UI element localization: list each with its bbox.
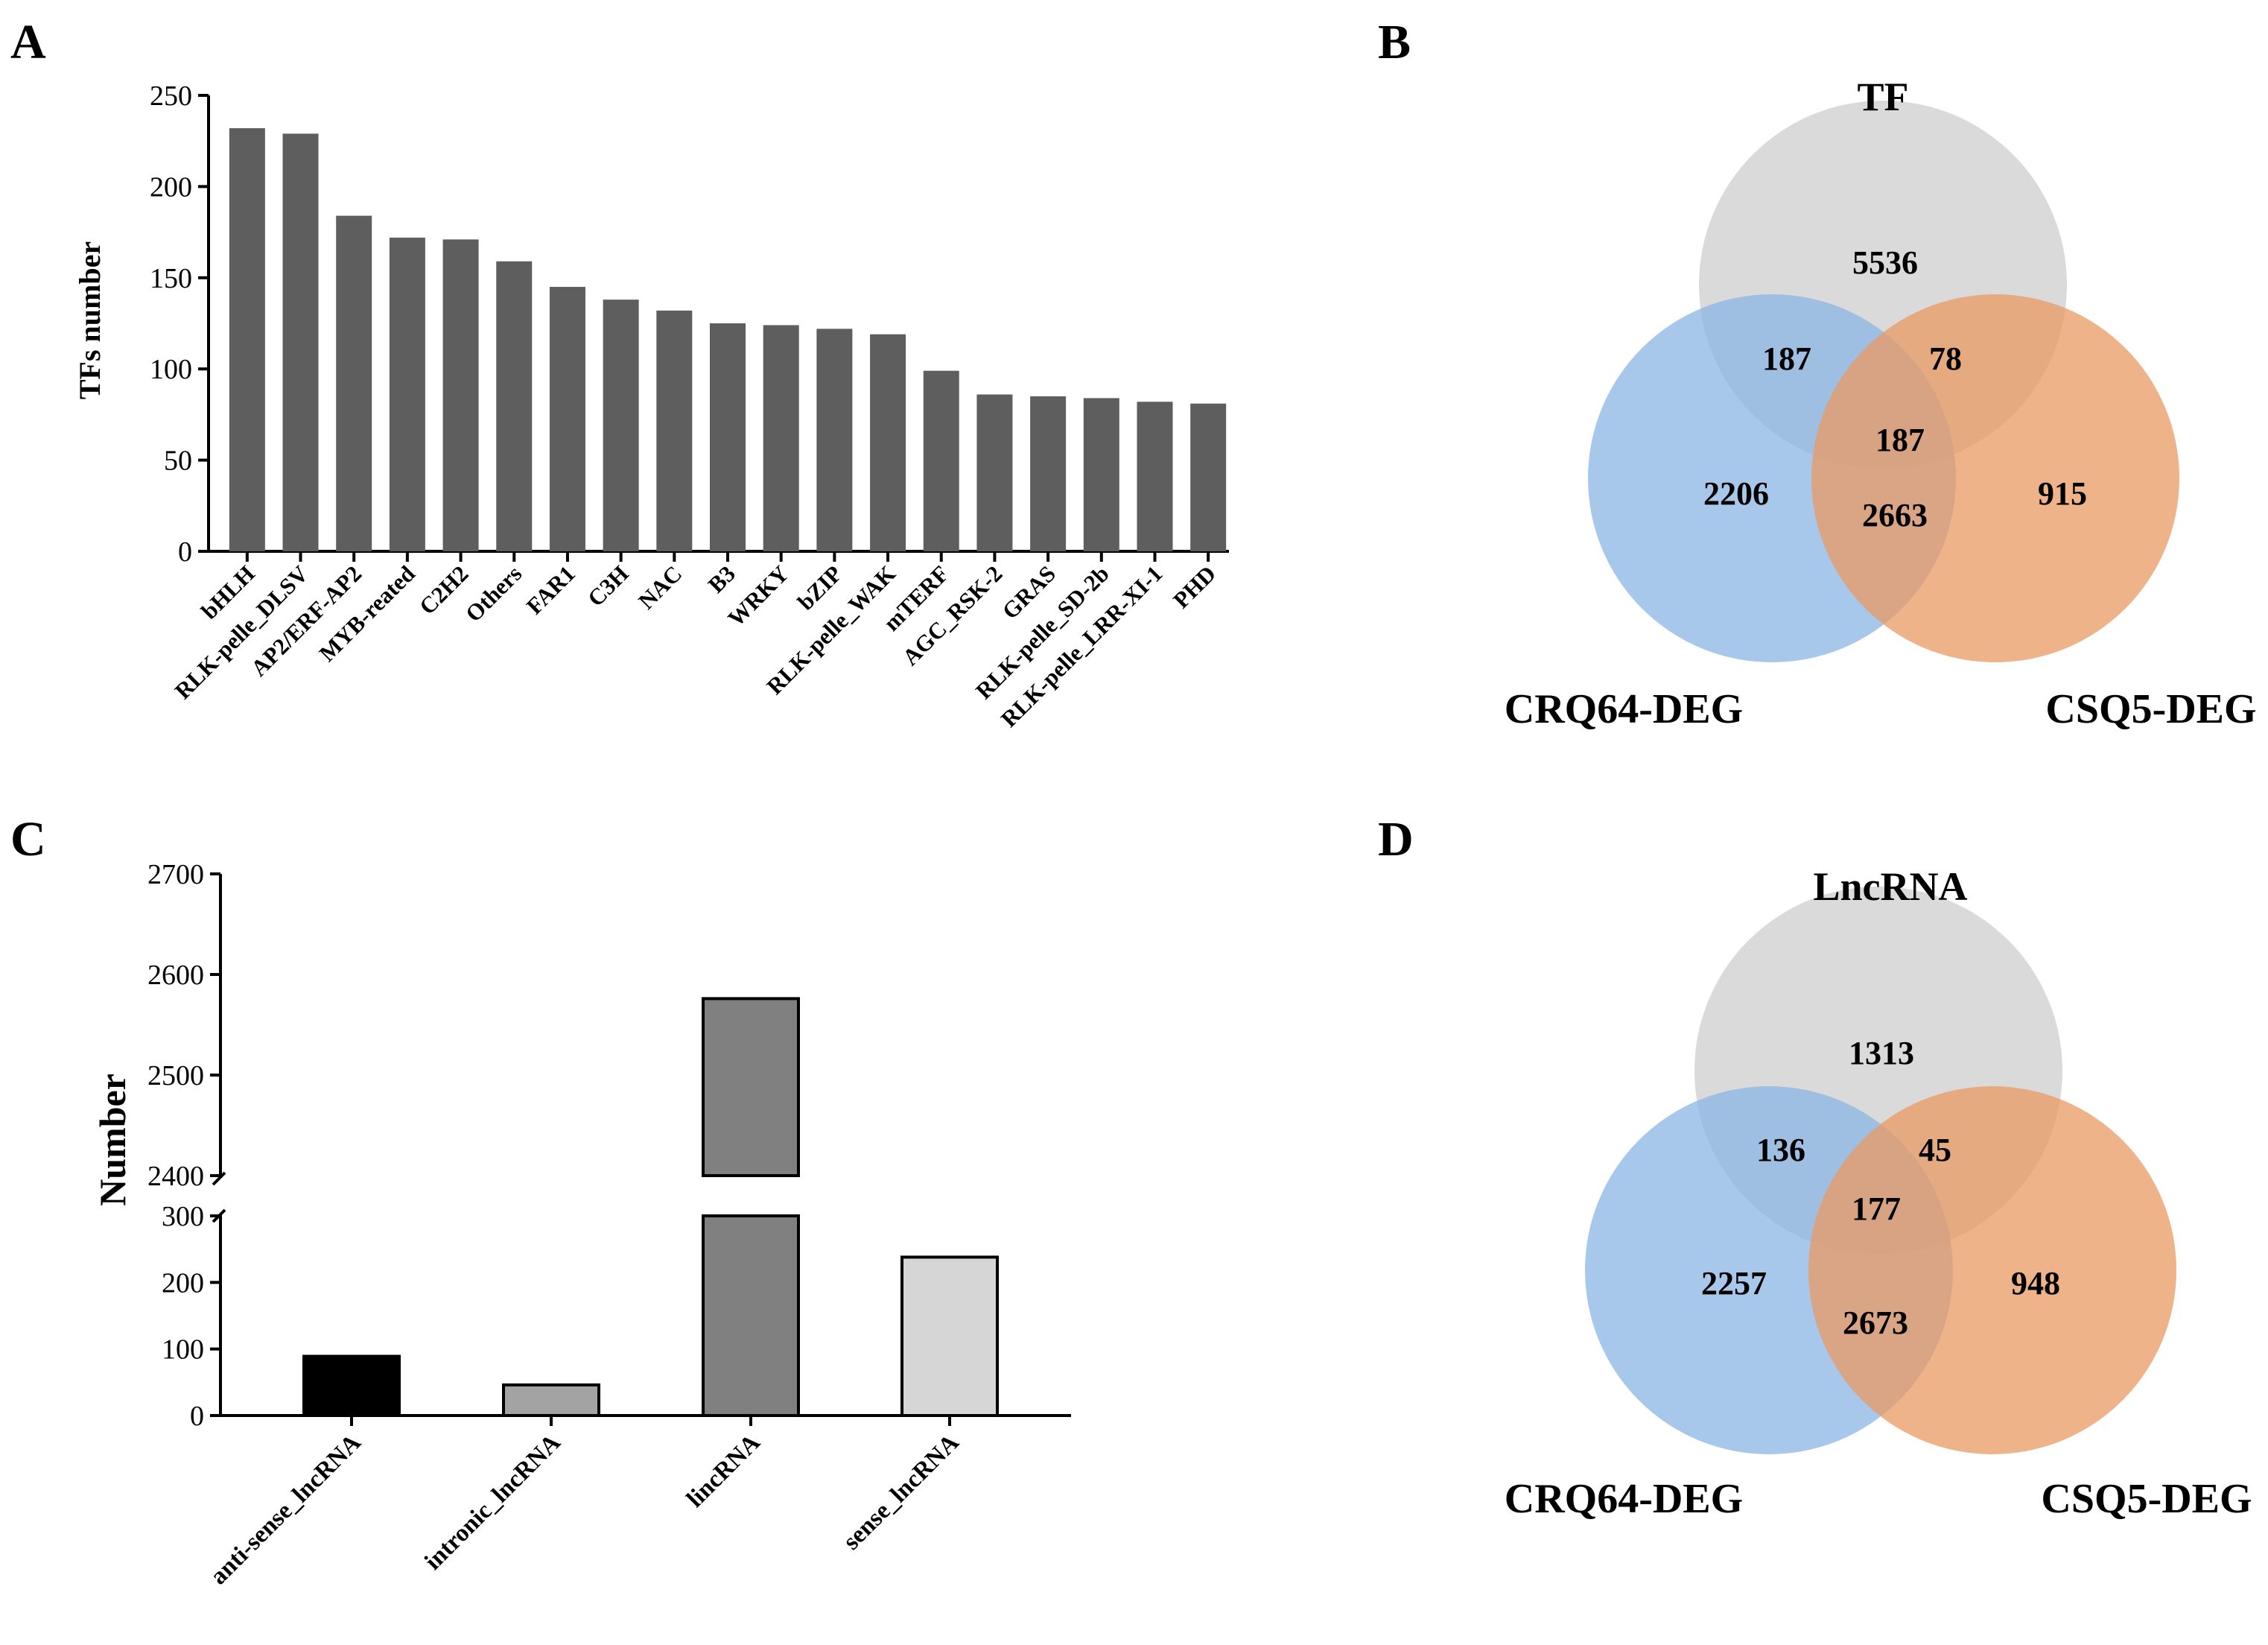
chart-c-ylabel: Number — [92, 1074, 133, 1206]
chart-a-category-label: C3H — [582, 560, 634, 612]
venn-d-crq-only: 2257 — [1701, 1265, 1767, 1302]
chart-c-bar — [900, 1255, 999, 1418]
chart-a-ytick-label: 100 — [150, 354, 192, 385]
venn-b-crq-csq: 2663 — [1862, 497, 1928, 533]
venn-d-tf-crq: 136 — [1756, 1132, 1805, 1168]
chart-c-bar — [702, 1214, 800, 1417]
venn-d-csq-only: 948 — [2011, 1265, 2060, 1302]
chart-c-ytick-label: 200 — [162, 1267, 204, 1299]
chart-a-category-label: NAC — [633, 560, 687, 614]
chart-c-category-label: lincRNA — [682, 1429, 765, 1512]
chart-a-bar — [1083, 398, 1119, 551]
chart-c-category-label: intronic_lncRNA — [420, 1429, 566, 1575]
chart-a-bar — [816, 329, 853, 551]
venn-b: TF 5536 187 78 187 2206 2663 915 CRQ64-D… — [1505, 75, 2257, 732]
chart-c-ytick-label: 2600 — [147, 960, 204, 991]
chart-c-ytick-label: 300 — [162, 1201, 204, 1232]
chart-a-category-label: Others — [460, 560, 527, 627]
chart-a-bar — [229, 128, 265, 552]
chart-a-bar — [549, 287, 585, 551]
panel-letter-b: B — [1378, 15, 1411, 69]
chart-a-bar — [923, 370, 959, 551]
venn-b-tf-crq: 187 — [1762, 340, 1811, 377]
chart-c-ytick-label: 100 — [162, 1334, 204, 1366]
panel-letter-a: A — [10, 15, 46, 69]
venn-b-tf-only: 5536 — [1852, 244, 1918, 281]
venn-b-circle-csq5 — [1811, 294, 2179, 662]
chart-c-bar — [302, 1354, 401, 1417]
chart-a-ytick-label: 200 — [150, 171, 192, 203]
chart-a-category-label: WRKY — [722, 560, 793, 631]
venn-b-all: 187 — [1875, 422, 1925, 458]
chart-c-bar-upper — [702, 997, 800, 1178]
chart-a-bar — [496, 261, 533, 551]
venn-d-title: LncRNA — [1813, 864, 1967, 909]
venn-d-set-csq5: CSQ5-DEG — [2041, 1476, 2252, 1522]
chart-a: TFs number 050100150200250bHLHRLK-pelle_… — [73, 80, 1229, 732]
venn-d-all: 177 — [1852, 1191, 1901, 1227]
chart-a-ytick-label: 50 — [164, 446, 192, 477]
chart-c-category-label: sense_lncRNA — [838, 1429, 964, 1555]
chart-a-category-label: B3 — [703, 560, 740, 598]
chart-a-category-label: PHD — [1168, 560, 1221, 613]
chart-a-ytick-label: 150 — [150, 263, 192, 294]
chart-a-ytick-label: 250 — [150, 80, 192, 112]
panel-letter-c: C — [10, 812, 46, 866]
chart-a-ytick-label: 0 — [178, 536, 192, 568]
chart-c-ytick-label: 2400 — [147, 1161, 204, 1192]
chart-a-ylabel: TFs number — [73, 241, 107, 399]
venn-d-set-crq64: CRQ64-DEG — [1505, 1476, 1743, 1522]
chart-a-bar — [976, 394, 1013, 551]
venn-d-crq-csq: 2673 — [1843, 1305, 1908, 1341]
venn-d-tf-only: 1313 — [1849, 1035, 1914, 1071]
chart-a-bar — [282, 133, 319, 551]
chart-a-bar — [1030, 396, 1067, 551]
panel-letter-d: D — [1378, 812, 1414, 866]
venn-b-set-crq64: CRQ64-DEG — [1505, 686, 1743, 732]
chart-a-category-label: FAR1 — [521, 560, 580, 619]
venn-d: LncRNA 1313 136 45 177 2257 2673 948 CRQ… — [1505, 864, 2252, 1522]
chart-a-bar — [603, 299, 639, 551]
chart-a-bar — [763, 325, 799, 551]
chart-c: Number 0 100 200 300 2400 2500 2600 2700 anti-se… — [92, 859, 1071, 1590]
chart-c-ytick-label: 0 — [190, 1401, 204, 1432]
venn-b-csq-only: 915 — [2038, 475, 2087, 512]
chart-c-ytick-label: 2700 — [147, 859, 204, 890]
venn-d-tf-csq: 45 — [1919, 1132, 1951, 1168]
chart-a-bar — [870, 334, 906, 551]
chart-a-bar — [710, 323, 746, 551]
venn-b-tf-csq: 78 — [1929, 340, 1962, 377]
venn-b-crq-only: 2206 — [1703, 475, 1769, 512]
venn-b-set-csq5: CSQ5-DEG — [2045, 686, 2256, 732]
chart-c-category-label: anti-sense_lncRNA — [206, 1429, 366, 1590]
chart-c-ytick-label: 2500 — [147, 1060, 204, 1091]
chart-a-bar — [336, 215, 372, 551]
chart-c-break-mark — [212, 1171, 226, 1186]
chart-a-bar — [389, 237, 425, 551]
chart-a-bar — [656, 310, 693, 551]
chart-a-bar — [1137, 402, 1173, 551]
venn-b-title: TF — [1857, 75, 1908, 119]
chart-a-bar — [442, 239, 479, 551]
venn-d-circle-csq5 — [1808, 1086, 2176, 1454]
chart-a-bar — [1190, 403, 1227, 551]
chart-c-bar — [502, 1383, 600, 1417]
